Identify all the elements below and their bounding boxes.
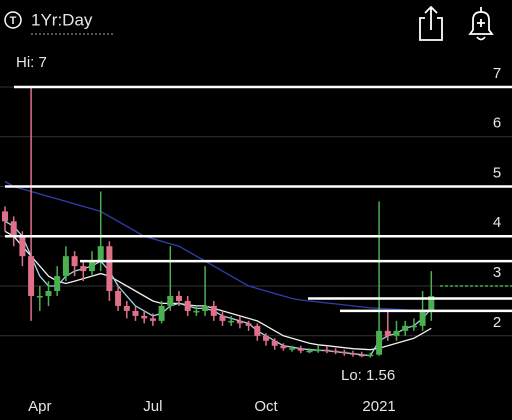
candle-body xyxy=(123,305,130,311)
candle-body xyxy=(176,295,182,301)
x-tick-label: 2021 xyxy=(362,398,395,415)
candle-body xyxy=(376,330,383,355)
y-tick-label: 4 xyxy=(493,214,501,231)
y-tick-label: 5 xyxy=(493,164,501,181)
y-tick-label: 6 xyxy=(493,115,501,132)
hi-label: Hi: 7 xyxy=(16,54,47,71)
candle-body xyxy=(80,266,87,272)
candle-body xyxy=(62,256,69,277)
candle-body xyxy=(367,354,374,357)
x-tick-label: Oct xyxy=(254,398,278,415)
x-tick-label: Jul xyxy=(143,398,162,415)
candle-body xyxy=(297,348,304,351)
candle-body xyxy=(10,221,17,237)
alert-button[interactable] xyxy=(468,7,494,41)
candle-body xyxy=(19,236,26,257)
candle-body xyxy=(358,354,365,357)
candle-body xyxy=(263,335,269,341)
candle-body xyxy=(71,256,78,267)
candle-body xyxy=(341,351,348,354)
ticker-icon[interactable] xyxy=(4,11,22,29)
candle-body xyxy=(323,349,330,352)
candle-body xyxy=(428,295,435,311)
candle-body xyxy=(45,291,52,296)
candle-body xyxy=(167,295,174,306)
candle-body xyxy=(106,246,113,292)
candle-body xyxy=(2,211,8,222)
candle-body xyxy=(254,325,261,336)
candle-body xyxy=(332,350,339,353)
candle-body xyxy=(149,318,156,321)
candle-body xyxy=(384,330,391,336)
candle-body xyxy=(193,310,200,313)
candle-body xyxy=(89,261,95,272)
candle-body xyxy=(280,345,287,349)
candle-body xyxy=(289,348,296,350)
candle-body xyxy=(350,353,356,355)
share-button[interactable] xyxy=(419,5,443,41)
candle-body xyxy=(210,305,217,316)
candle-body xyxy=(315,349,322,352)
candle-body xyxy=(132,310,139,316)
candle-body xyxy=(419,310,426,326)
candle-body xyxy=(219,315,226,321)
moving-average xyxy=(4,220,432,357)
y-tick-label: 2 xyxy=(493,314,501,331)
candle-body xyxy=(306,350,313,353)
lo-label: Lo: 1.56 xyxy=(341,367,395,384)
moving-average xyxy=(4,230,432,351)
candle-body xyxy=(202,305,209,311)
y-tick-label: 7 xyxy=(493,65,501,82)
x-tick-label: Apr xyxy=(28,398,51,415)
candle-body xyxy=(184,300,191,311)
ticker-icon-letter: T xyxy=(10,15,17,27)
candle-body xyxy=(236,320,243,324)
candle-body xyxy=(245,323,252,326)
moving-average xyxy=(4,180,432,312)
candle-body xyxy=(36,295,43,298)
candle-body xyxy=(141,315,148,319)
candle-body xyxy=(97,246,104,262)
candle-body xyxy=(410,325,417,328)
candle-body xyxy=(158,305,165,321)
candle-body xyxy=(393,330,400,336)
candle-body xyxy=(28,256,35,296)
candle-body xyxy=(271,340,278,346)
y-tick-label: 3 xyxy=(493,264,501,281)
period-selector[interactable]: 1Yr:Day xyxy=(31,10,93,29)
candle-body xyxy=(115,291,122,306)
candle-body xyxy=(228,320,235,323)
candle-body xyxy=(402,325,409,331)
candle-body xyxy=(54,276,61,292)
